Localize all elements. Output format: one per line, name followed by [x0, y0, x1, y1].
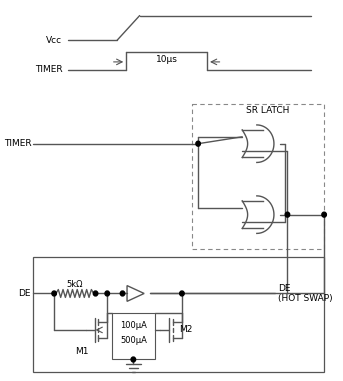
Circle shape — [322, 212, 327, 217]
Text: 500μA: 500μA — [120, 336, 147, 345]
Bar — [192, 104, 324, 249]
Text: 10μs: 10μs — [156, 55, 178, 64]
Circle shape — [93, 291, 98, 296]
Circle shape — [52, 291, 56, 296]
Text: 100μA: 100μA — [120, 322, 147, 330]
Text: SR LATCH: SR LATCH — [246, 106, 289, 115]
Circle shape — [285, 212, 290, 217]
Text: TIMER: TIMER — [35, 65, 62, 74]
Bar — [112, 313, 155, 360]
Text: M1: M1 — [75, 347, 89, 356]
Circle shape — [131, 357, 135, 362]
Circle shape — [120, 291, 125, 296]
Text: M2: M2 — [179, 325, 192, 335]
Text: 5kΩ: 5kΩ — [67, 280, 83, 289]
Circle shape — [180, 291, 184, 296]
Text: DE
(HOT SWAP): DE (HOT SWAP) — [278, 284, 333, 303]
Circle shape — [105, 291, 109, 296]
Text: Vᴄᴄ: Vᴄᴄ — [46, 36, 62, 45]
Circle shape — [196, 141, 200, 146]
Text: DE: DE — [18, 289, 31, 298]
Bar — [34, 257, 324, 372]
Text: TIMER: TIMER — [4, 139, 32, 148]
